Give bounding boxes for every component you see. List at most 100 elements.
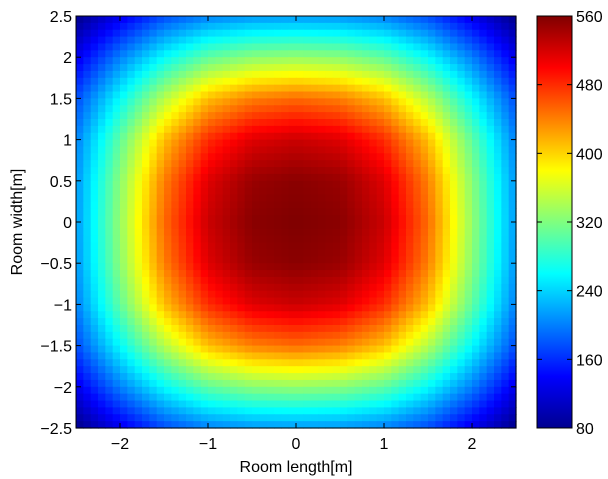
- heatmap-cell: [83, 331, 92, 340]
- heatmap-cell: [325, 290, 334, 299]
- heatmap-cell: [494, 215, 502, 223]
- heatmap-cell: [318, 359, 326, 367]
- heatmap-cell: [208, 256, 216, 264]
- heatmap-cell: [83, 263, 92, 271]
- heatmap-cell: [347, 311, 356, 319]
- heatmap-cell: [237, 50, 246, 58]
- heatmap-cell: [486, 125, 495, 134]
- heatmap-cell: [281, 235, 290, 244]
- heatmap-cell: [259, 22, 268, 31]
- heatmap-cell: [354, 112, 363, 120]
- heatmap-cell: [149, 345, 158, 354]
- heatmap-cell: [450, 311, 458, 319]
- heatmap-cell: [266, 119, 275, 127]
- heatmap-cell: [450, 297, 458, 305]
- heatmap-cell: [413, 256, 422, 264]
- heatmap-cell: [435, 359, 444, 367]
- heatmap-cell: [193, 270, 202, 278]
- heatmap-cell: [369, 249, 378, 257]
- heatmap-cell: [376, 105, 385, 113]
- heatmap-cell: [435, 125, 444, 134]
- heatmap-cell: [193, 208, 202, 216]
- heatmap-cell: [90, 50, 99, 58]
- heatmap-cell: [391, 125, 400, 134]
- heatmap-cell: [428, 105, 436, 113]
- heatmap-cell: [464, 373, 473, 381]
- heatmap-cell: [76, 132, 84, 141]
- heatmap-cell: [222, 283, 231, 292]
- heatmap-cell: [406, 167, 414, 175]
- heatmap-cell: [428, 222, 436, 230]
- heatmap-cell: [134, 146, 143, 154]
- heatmap-cell: [215, 201, 224, 209]
- heatmap-cell: [112, 407, 121, 415]
- heatmap-cell: [479, 132, 488, 141]
- heatmap-cell: [281, 215, 290, 223]
- heatmap-cell: [120, 70, 128, 79]
- heatmap-cell: [450, 373, 458, 381]
- heatmap-cell: [252, 297, 260, 305]
- heatmap-cell: [112, 304, 121, 312]
- heatmap-cell: [347, 146, 356, 154]
- heatmap-cell: [274, 215, 282, 223]
- heatmap-cell: [266, 64, 275, 72]
- heatmap-cell: [222, 112, 231, 120]
- heatmap-cell: [222, 352, 231, 360]
- heatmap-cell: [222, 98, 231, 106]
- heatmap-cell: [310, 270, 319, 278]
- heatmap-cell: [391, 228, 400, 237]
- heatmap-cell: [376, 222, 385, 230]
- heatmap-cell: [479, 359, 488, 367]
- heatmap-cell: [274, 304, 282, 312]
- heatmap-cell: [98, 167, 106, 175]
- heatmap-cell: [244, 98, 253, 106]
- heatmap-cell: [420, 414, 429, 422]
- heatmap-cell: [369, 119, 378, 127]
- heatmap-cell: [90, 283, 99, 292]
- heatmap-cell: [347, 338, 356, 347]
- heatmap-cell: [200, 304, 209, 312]
- heatmap-cell: [494, 352, 502, 360]
- heatmap-cell: [332, 331, 341, 340]
- heatmap-cell: [376, 386, 385, 395]
- heatmap-cell: [90, 29, 99, 38]
- heatmap-cell: [134, 373, 143, 381]
- heatmap-cell: [149, 43, 158, 51]
- heatmap-cell: [296, 201, 304, 209]
- heatmap-cell: [494, 208, 502, 216]
- heatmap-cell: [237, 194, 246, 202]
- heatmap-cell: [83, 276, 92, 285]
- heatmap-cell: [127, 119, 136, 127]
- heatmap-cell: [215, 194, 224, 202]
- heatmap-cell: [90, 146, 99, 154]
- heatmap-cell: [472, 194, 480, 202]
- heatmap-cell: [442, 325, 451, 333]
- heatmap-cell: [457, 366, 466, 374]
- heatmap-cell: [479, 125, 488, 134]
- heatmap-cell: [486, 407, 495, 415]
- heatmap-cell: [413, 84, 422, 93]
- heatmap-cell: [398, 400, 407, 408]
- heatmap-cell: [310, 366, 319, 374]
- heatmap-cell: [464, 105, 473, 113]
- heatmap-cell: [252, 112, 260, 120]
- heatmap-cell: [281, 167, 290, 175]
- heatmap-cell: [310, 338, 319, 347]
- heatmap-cell: [178, 98, 187, 106]
- heatmap-cell: [376, 276, 385, 285]
- heatmap-cell: [391, 16, 400, 24]
- heatmap-cell: [420, 173, 429, 182]
- heatmap-cell: [457, 242, 466, 251]
- heatmap-cell: [296, 84, 304, 93]
- heatmap-cell: [435, 318, 444, 326]
- heatmap-cell: [105, 16, 114, 24]
- heatmap-cell: [90, 311, 99, 319]
- heatmap-cell: [288, 270, 297, 278]
- heatmap-cell: [420, 50, 429, 58]
- heatmap-cell: [222, 132, 231, 141]
- heatmap-cell: [508, 311, 517, 319]
- heatmap-cell: [171, 29, 180, 38]
- heatmap-cell: [142, 338, 150, 347]
- heatmap-cell: [398, 270, 407, 278]
- heatmap-cell: [303, 366, 312, 374]
